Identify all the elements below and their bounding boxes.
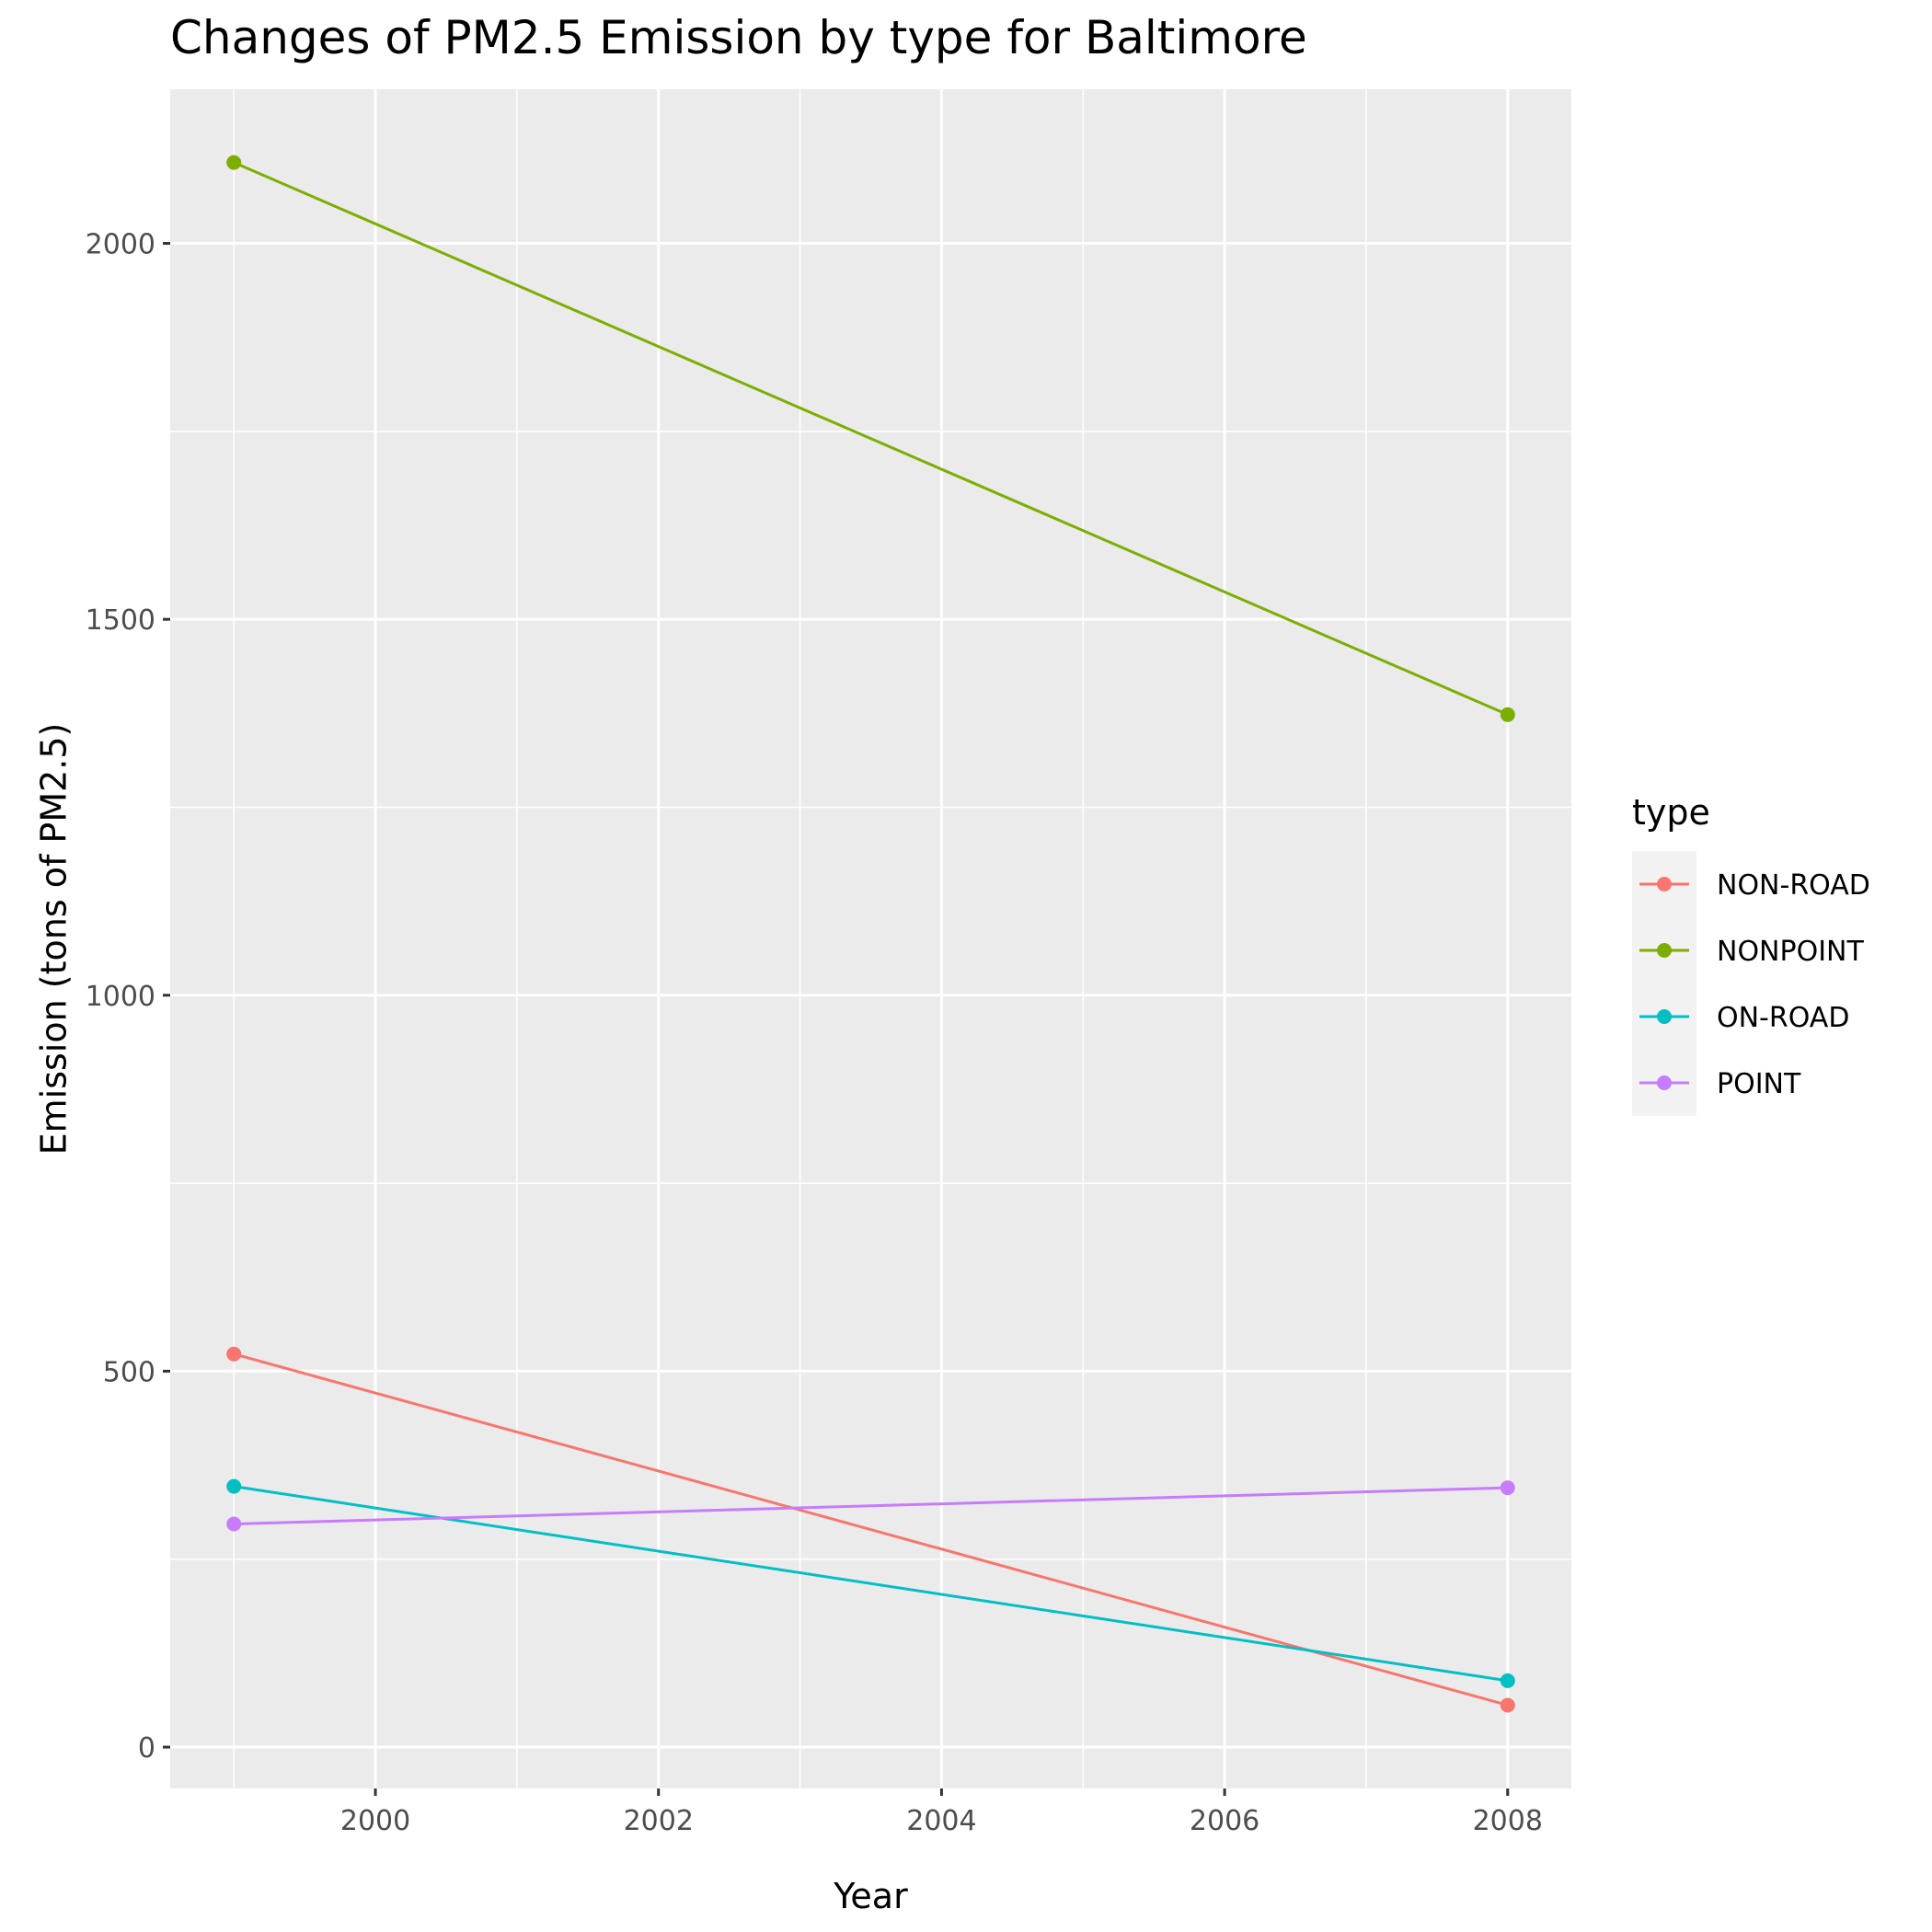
series-nonpoint [226,155,1515,722]
y-tick-labels: 0 500 1000 1500 2000 [86,229,155,1765]
legend-key-point [1657,1009,1672,1024]
legend-label: NON-ROAD [1717,869,1870,902]
axis-ticks [163,242,1510,1796]
x-tick-label: 2004 [906,1805,976,1837]
legend-label: ON-ROAD [1717,1002,1849,1034]
y-tick-label: 1000 [86,981,155,1013]
legend-key-point [1657,877,1672,891]
plot-panel [170,89,1571,1788]
x-tick-label: 2008 [1473,1805,1543,1837]
legend-key-point [1657,943,1672,958]
y-tick-label: 1500 [86,604,155,637]
legend: type NON-ROAD NONPOINT ON-ROAD POINT [1632,792,1870,1116]
data-point-nonpoint [226,155,242,170]
data-point-on-road [226,1478,242,1494]
legend-items: NON-ROAD NONPOINT ON-ROAD POINT [1639,869,1870,1100]
x-tick-label: 2006 [1190,1805,1259,1837]
legend-item-nonpoint: NONPOINT [1639,936,1864,968]
legend-key-point [1657,1075,1672,1090]
x-tick-label: 2000 [340,1805,410,1837]
legend-item-on-road: ON-ROAD [1639,1002,1849,1034]
legend-label: NONPOINT [1717,936,1864,968]
x-axis-title: Year [833,1876,908,1916]
major-gridlines [170,89,1571,1788]
data-point-non-road [1500,1697,1515,1713]
data-point-point [226,1516,242,1532]
legend-title: type [1632,792,1710,833]
legend-item-point: POINT [1639,1068,1801,1100]
y-tick-label: 2000 [86,229,155,261]
data-point-on-road [1500,1673,1515,1688]
data-point-point [1500,1480,1515,1496]
y-axis-title: Emission (tons of PM2.5) [33,723,74,1156]
legend-keys-background [1632,851,1696,1116]
data-point-nonpoint [1500,707,1515,722]
series-layer [226,155,1515,1713]
y-tick-label: 0 [138,1732,155,1765]
legend-label: POINT [1717,1068,1801,1100]
legend-item-non-road: NON-ROAD [1639,869,1870,902]
series-line-nonpoint [233,161,1509,717]
chart-title: Changes of PM2.5 Emission by type for Ba… [170,11,1307,64]
x-tick-label: 2002 [624,1805,694,1837]
series-line-point [234,1486,1508,1525]
data-point-non-road [226,1346,242,1362]
x-tick-labels: 2000 2002 2004 2006 2008 [340,1805,1543,1837]
series-non-road [226,1346,1515,1713]
series-point [226,1480,1515,1532]
minor-gridlines [170,89,1571,1788]
y-tick-label: 500 [103,1356,155,1388]
series-line-non-road [233,1352,1509,1707]
